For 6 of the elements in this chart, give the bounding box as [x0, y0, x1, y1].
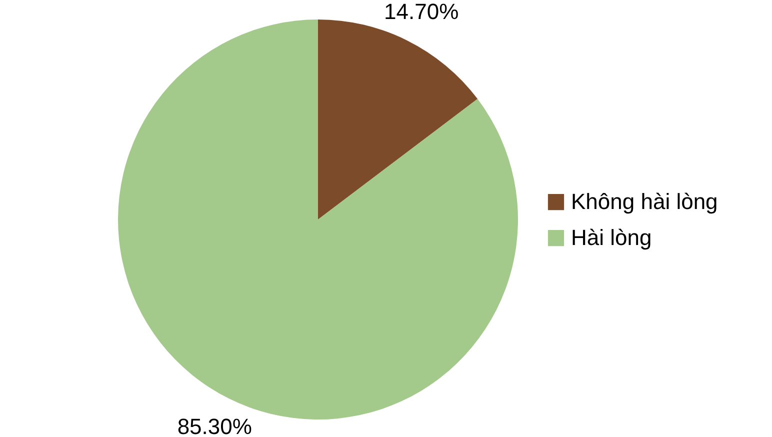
legend-label: Không hài lòng	[571, 189, 718, 214]
legend-label: Hài lòng	[571, 225, 652, 250]
pie-slice	[118, 20, 518, 420]
data-label: 14.70%	[384, 0, 459, 24]
pie-slice	[318, 20, 478, 220]
data-label: 85.30%	[177, 414, 252, 437]
